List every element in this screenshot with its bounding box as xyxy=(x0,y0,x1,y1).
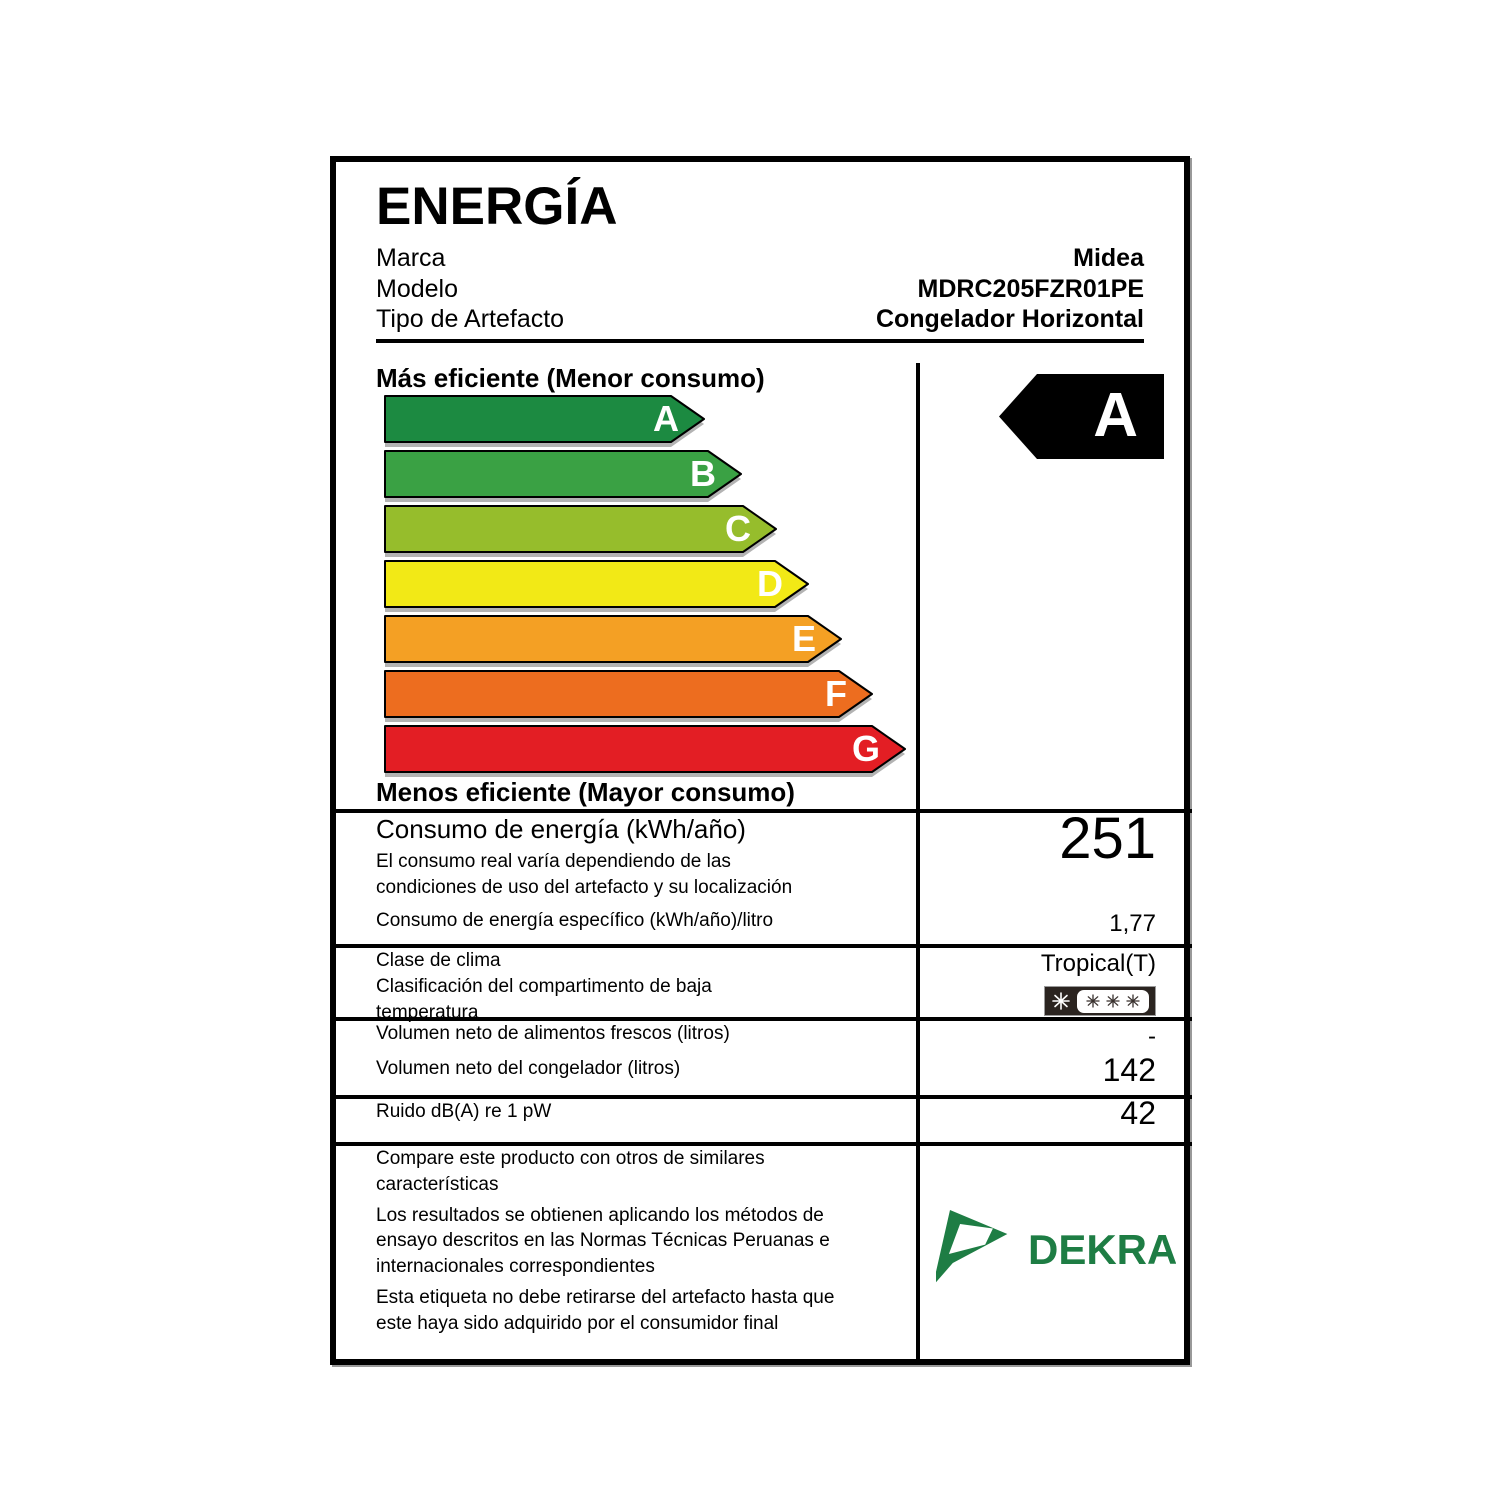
svg-text:DEKRA: DEKRA xyxy=(1028,1226,1176,1273)
